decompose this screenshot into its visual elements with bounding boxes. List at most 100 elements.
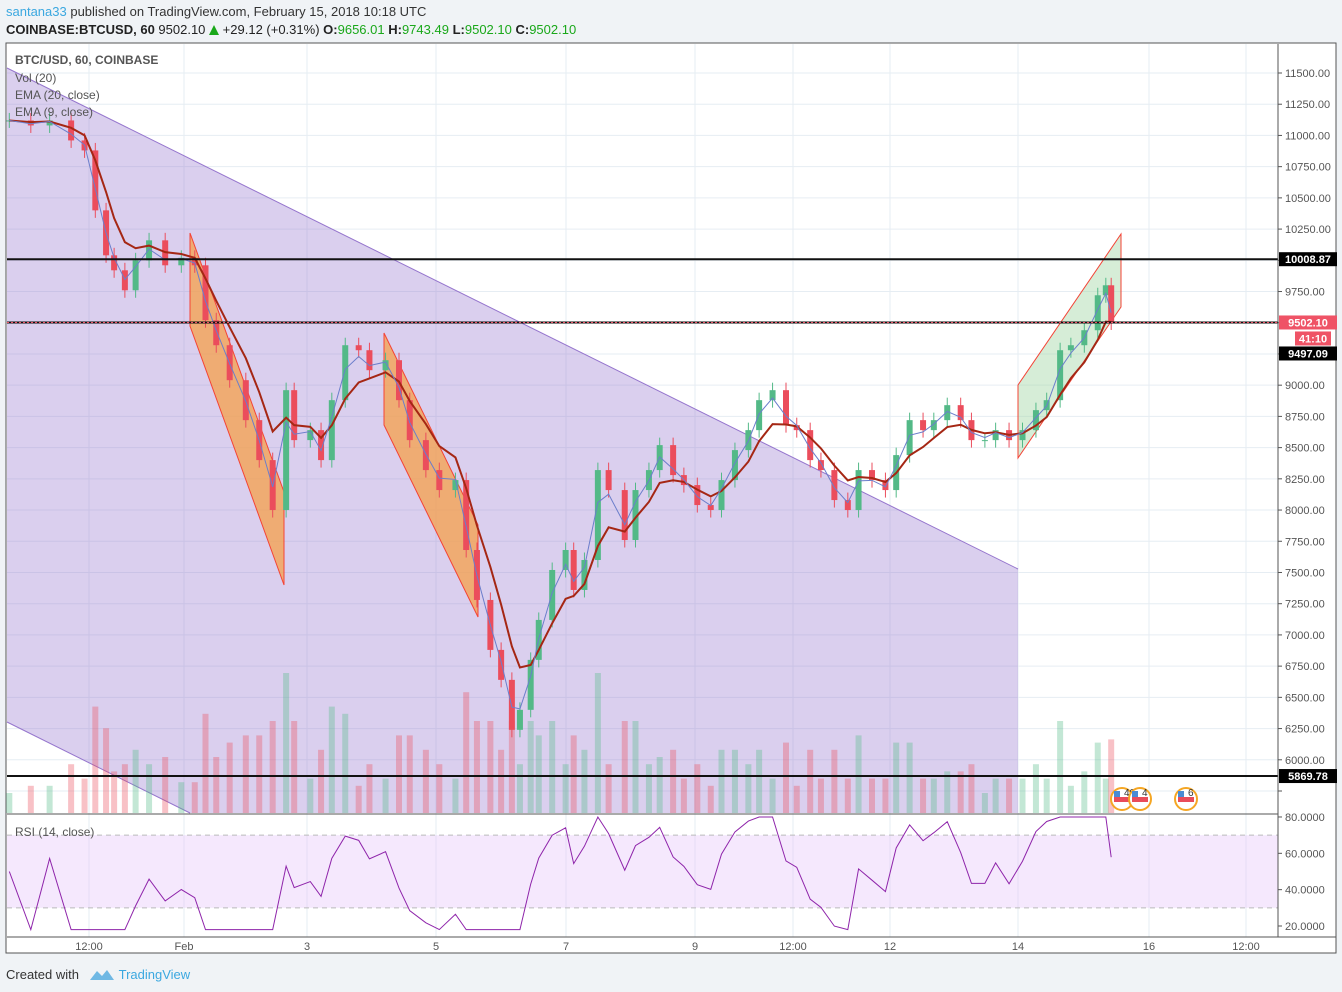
price-label: 5869.78 — [1288, 771, 1328, 783]
candle-body — [817, 460, 824, 471]
price-label-bg — [1279, 346, 1337, 361]
volume-bar — [769, 778, 776, 813]
price-tick-label: 7750.00 — [1285, 536, 1325, 548]
symbol: COINBASE:BTCUSD, 60 — [6, 22, 155, 37]
volume-bar — [656, 757, 663, 813]
ema20-line — [9, 119, 1112, 669]
horizontal-lines[interactable] — [7, 258, 1278, 778]
candle-body — [318, 430, 325, 461]
volume-bar — [707, 785, 714, 813]
volume-bar — [605, 764, 612, 813]
volume-bar — [226, 742, 233, 813]
candle-body — [191, 257, 198, 266]
legend-rsi[interactable]: RSI (14, close) — [15, 825, 94, 839]
last-price: 9502.10 — [158, 22, 206, 37]
candle-body — [581, 559, 588, 590]
candle-body — [342, 345, 349, 401]
publish-text: published on TradingView.com, February 1… — [66, 4, 427, 19]
low-value: 9502.10 — [464, 22, 512, 37]
candle-body — [920, 420, 927, 431]
volume-bar — [68, 764, 75, 813]
volume-bar — [844, 778, 851, 813]
candle-body — [562, 550, 569, 570]
candle-body — [594, 470, 601, 560]
candle-body — [807, 430, 814, 461]
price-tick-label: 10250.00 — [1285, 224, 1331, 236]
volume-bar — [645, 764, 652, 813]
candle-body — [355, 345, 362, 351]
volume-bar — [1102, 778, 1109, 813]
author-link[interactable]: santana33 — [6, 4, 67, 19]
ema-lines — [9, 119, 1112, 710]
candle-body — [396, 360, 402, 401]
volume-bars — [6, 673, 1115, 813]
legend-vol[interactable]: Vol (20) — [15, 71, 56, 85]
candle-body — [452, 480, 459, 491]
candle-body — [831, 470, 838, 501]
volume-bar — [1067, 785, 1074, 813]
x-tick-label: 12:00 — [75, 941, 103, 953]
rsi-tick-label: 80.0000 — [1285, 812, 1325, 824]
candle-body — [694, 485, 701, 506]
candle-body — [92, 150, 99, 211]
candle-body — [1067, 345, 1074, 351]
channel-lower-line — [6, 721, 191, 814]
candle-body — [981, 440, 988, 442]
volume-bar — [121, 764, 128, 813]
price-change: +29.12 (+0.31%) — [222, 22, 320, 37]
price-label: 9497.09 — [1288, 348, 1328, 360]
candles — [6, 112, 1115, 738]
candle-body — [992, 430, 999, 441]
candle-body — [202, 265, 209, 321]
volume-bar — [783, 742, 789, 813]
tradingview-link[interactable]: TradingView — [118, 967, 191, 982]
candle-body — [527, 659, 534, 710]
us-flag-canton — [1178, 791, 1184, 797]
volume-bar — [718, 749, 725, 813]
volume-bar — [291, 721, 298, 813]
us-flag-stripe — [1178, 797, 1194, 802]
price-tick-label: 9000.00 — [1285, 380, 1325, 392]
event-count: 4 — [1142, 788, 1148, 799]
candle-body — [605, 470, 612, 491]
x-tick-label: 12:00 — [779, 941, 807, 953]
volume-bar — [992, 778, 999, 813]
volume-bar — [694, 764, 701, 813]
candle-body — [508, 679, 515, 730]
candle-body — [366, 350, 373, 371]
candle-body — [1094, 295, 1101, 331]
x-tick-label: 16 — [1143, 941, 1155, 953]
price-label-bg — [1279, 315, 1337, 330]
volume-bar — [793, 785, 800, 813]
x-tick-label: Feb — [175, 941, 194, 953]
legend-ema20[interactable]: EMA (20, close) — [15, 88, 100, 102]
candle-body — [1032, 410, 1039, 431]
volume-bar — [283, 673, 290, 813]
volume-bar — [436, 764, 443, 813]
candle-body — [436, 470, 443, 491]
rsi-line — [8, 815, 1112, 932]
volume-bar — [957, 771, 964, 813]
volume-bar — [355, 785, 362, 813]
economic-events[interactable]: 4046 — [1110, 787, 1198, 811]
candle-body — [783, 390, 789, 426]
volume-bar — [594, 673, 601, 813]
price-tick-label: 8500.00 — [1285, 443, 1325, 455]
volume-bar — [1032, 764, 1039, 813]
volume-bar — [213, 757, 220, 813]
volume-bar — [132, 749, 139, 813]
volume-bar — [269, 721, 276, 813]
legend-ema9[interactable]: EMA (9, close) — [15, 105, 93, 119]
publish-info: santana33 published on TradingView.com, … — [6, 4, 426, 19]
candle-body — [1102, 285, 1109, 296]
open-label: O: — [323, 22, 338, 37]
volume-bar — [869, 778, 875, 813]
volume-bar — [256, 735, 263, 813]
volume-bar — [396, 735, 402, 813]
candle-body — [463, 480, 470, 551]
up-arrow-icon — [209, 25, 220, 35]
volume-bar — [422, 749, 429, 813]
x-tick-label: 5 — [433, 941, 439, 953]
candle-body — [670, 445, 677, 476]
